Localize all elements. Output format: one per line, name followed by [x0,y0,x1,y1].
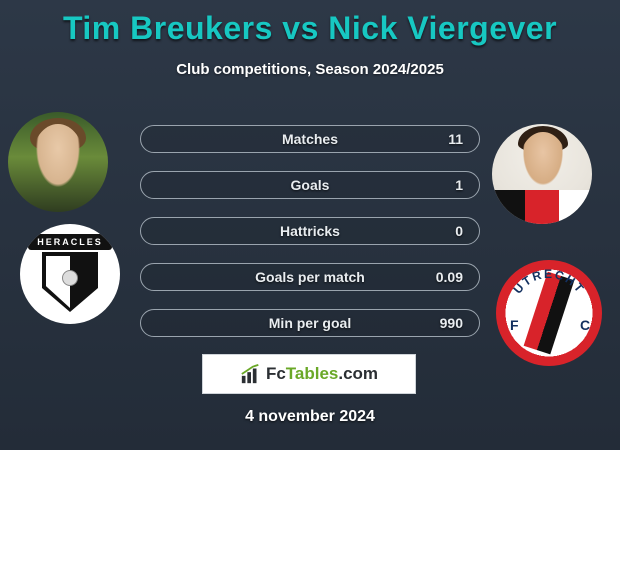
brand-domain: .com [338,364,378,383]
stat-value: 990 [423,315,463,331]
stat-label: Goals per match [197,269,423,285]
date-text: 4 november 2024 [0,408,620,426]
page-title: Tim Breukers vs Nick Viergever [0,0,620,47]
club-left-badge: HERACLES [20,224,120,324]
stat-row-mpg: Min per goal 990 [140,309,480,337]
svg-text:F: F [510,317,519,333]
player-right-face [492,124,592,224]
stat-value: 11 [423,131,463,147]
stat-row-gpm: Goals per match 0.09 [140,263,480,291]
stat-label: Goals [197,177,423,193]
stat-row-goals: Goals 1 [140,171,480,199]
stat-label: Matches [197,131,423,147]
stat-value: 0 [423,223,463,239]
player-left-avatar [8,112,108,212]
club-right-arc: UTRECHT F C [496,260,602,366]
stat-value: 0.09 [423,269,463,285]
club-right-badge: UTRECHT F C [496,260,602,366]
brand-suffix: Tables [286,364,339,383]
svg-text:UTRECHT: UTRECHT [510,267,587,296]
player-right-avatar [492,124,592,224]
stat-row-matches: Matches 11 [140,125,480,153]
brand-box: FcTables.com [202,354,416,394]
svg-text:C: C [580,317,590,333]
stat-label: Hattricks [197,223,423,239]
stat-pill-stack: Matches 11 Goals 1 Hattricks 0 Goals per… [140,125,480,355]
brand-prefix: Fc [266,364,286,383]
stat-label: Min per goal [197,315,423,331]
stat-value: 1 [423,177,463,193]
comparison-card: Tim Breukers vs Nick Viergever Club comp… [0,0,620,450]
club-left-name: HERACLES [28,234,112,250]
player-left-face [8,112,108,212]
bar-chart-icon [240,363,262,385]
subtitle: Club competitions, Season 2024/2025 [0,61,620,78]
stat-row-hattricks: Hattricks 0 [140,217,480,245]
